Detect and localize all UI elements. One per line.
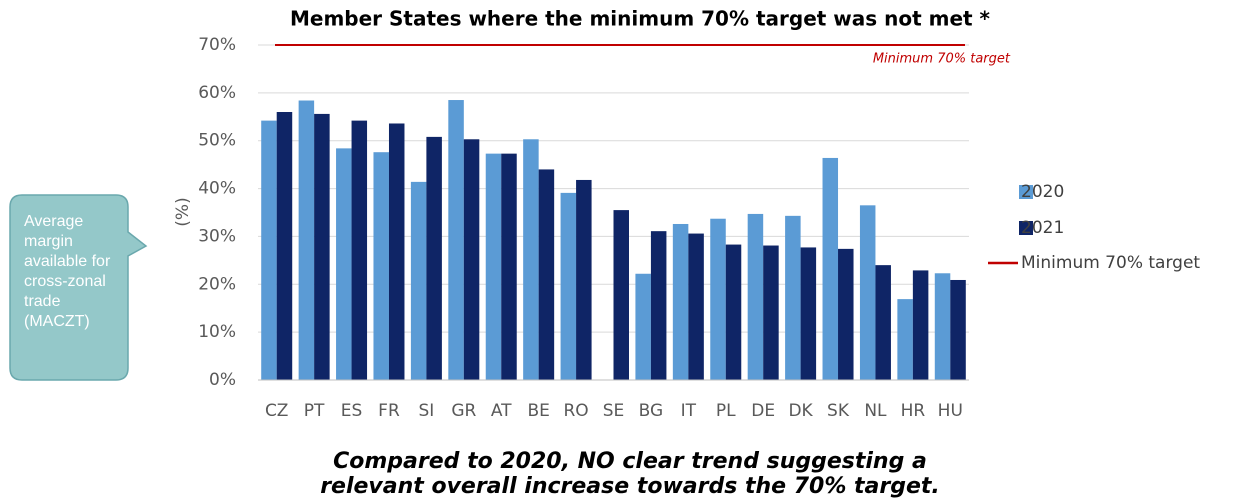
footnote: relevant overall increase towards the 70… [320,474,940,499]
bar [276,112,293,380]
x-tick-label: AT [491,401,512,421]
footnote: Compared to 2020, NO clear trend suggest… [333,449,927,474]
x-tick-label: GR [451,401,476,421]
legend-label: 2021 [1021,218,1064,238]
x-tick-label: HR [901,401,926,421]
bar [710,218,726,380]
x-tick-label: PT [304,401,325,421]
legend-label: 2020 [1021,182,1064,202]
x-tick-label: HU [938,401,963,421]
x-tick-label: BG [639,401,664,421]
x-tick-label: FR [378,401,400,421]
callout-box [9,194,148,381]
bar [314,113,330,381]
bar [875,265,891,380]
bar [410,181,427,380]
bar [897,299,913,380]
bar [725,244,742,380]
y-tick-label: 0% [209,370,236,390]
target-label: Minimum 70% target [873,52,1011,67]
x-tick-label: IT [681,401,697,421]
y-tick-label: 60% [198,83,236,103]
x-tick-label: SK [827,401,850,421]
bar [859,205,876,380]
bar [560,192,577,380]
bar [934,273,951,380]
bar [912,270,929,380]
bar [463,139,480,380]
x-tick-label: BE [527,401,549,421]
bar [298,100,315,380]
bar [576,179,592,380]
y-tick-label: 70% [198,35,236,55]
callout-text: Average margin available for cross-zonal… [24,213,111,330]
y-tick-label: 10% [198,322,236,342]
x-tick-label: NL [864,401,887,421]
legend-swatch [1019,221,1033,235]
x-tick-label: DE [751,401,775,421]
x-tick-label: CZ [265,401,289,421]
legend-label: Minimum 70% target [1021,253,1200,273]
y-tick-label: 30% [198,226,236,246]
bar [388,123,405,380]
x-tick-label: PL [716,401,736,421]
legend-swatch [1019,185,1033,199]
bar [763,245,779,380]
bar [538,169,555,380]
x-tick-label: SE [603,401,625,421]
bar [838,248,854,380]
x-tick-label: RO [563,401,588,421]
bar [672,223,689,380]
x-tick-label: SI [418,401,434,421]
bar [373,152,389,380]
bar [635,273,651,380]
bar [523,139,539,380]
bar [485,153,502,380]
y-tick-label: 20% [198,274,236,294]
bar [650,231,667,380]
bar [501,153,517,380]
bar [351,120,368,380]
bar [261,120,277,380]
chart-title: Member States where the minimum 70% targ… [290,7,991,31]
x-tick-label: DK [788,401,813,421]
bar [426,136,442,380]
x-tick-label: ES [341,401,363,421]
bar [448,100,464,381]
y-axis-label: (%) [173,197,193,226]
y-tick-label: 40% [198,179,236,199]
bar [822,157,839,380]
y-tick-label: 50% [198,131,236,151]
bar [688,233,704,380]
bar [747,213,764,380]
bar [336,148,352,380]
bar [613,210,629,380]
bar [950,279,966,380]
bar [785,215,801,380]
bar [800,247,817,380]
